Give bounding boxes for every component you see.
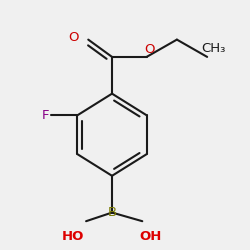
Text: CH₃: CH₃ [202, 42, 226, 55]
Text: HO: HO [62, 230, 84, 243]
Text: B: B [108, 206, 116, 219]
Text: OH: OH [140, 230, 162, 243]
Text: O: O [144, 43, 155, 56]
Text: O: O [68, 31, 78, 44]
Text: F: F [41, 109, 49, 122]
